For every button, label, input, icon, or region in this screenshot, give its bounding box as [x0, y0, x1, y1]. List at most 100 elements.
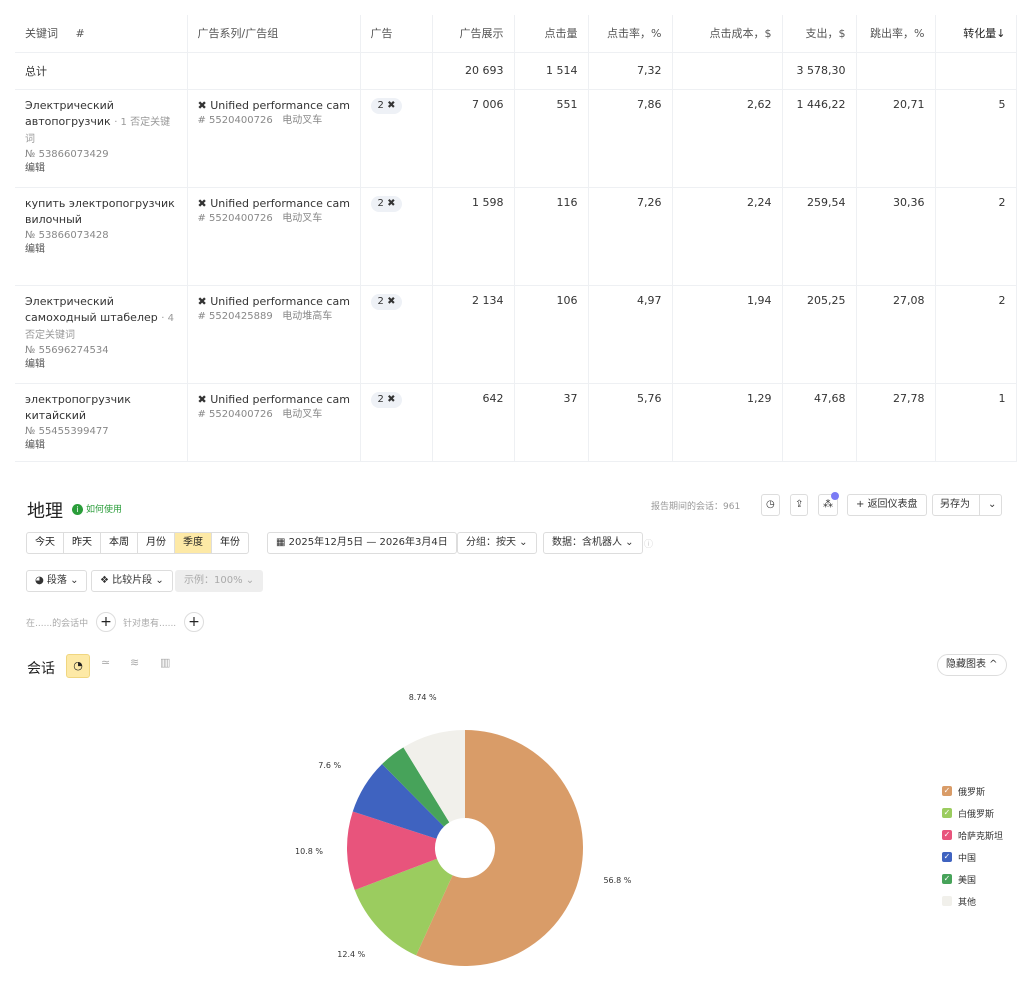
group-select[interactable]: 分组：按天 ⌄ [457, 532, 537, 554]
negative-keywords[interactable]: · 1 否定关键词 [25, 116, 171, 145]
save-as-button[interactable]: 另存为 ⌄ [932, 494, 1002, 516]
compare-segments-select[interactable]: ❖ 比较片段 ⌄ [91, 570, 173, 592]
data-select[interactable]: 数据：含机器人 ⌄ [543, 532, 643, 554]
line-chart-toggle[interactable]: ≃ [101, 656, 111, 669]
legend-item[interactable]: ✓ 哈萨克斯坦 [942, 830, 1004, 842]
group-id: # 5520400726 [197, 212, 273, 224]
legend-item[interactable]: ✓ 俄罗斯 [942, 786, 986, 798]
legend-item[interactable]: ✓ 美国 [942, 874, 977, 886]
slice-label: 12.4 % [337, 949, 366, 959]
group-name[interactable]: 电动叉车 [282, 408, 323, 420]
period-selector: 今天 昨天 本周 月份 季度 年份 [26, 532, 249, 554]
period-month[interactable]: 月份 [138, 533, 175, 553]
pie-slice-0[interactable] [416, 730, 583, 966]
impressions: 7 006 [432, 89, 515, 188]
keyword-text[interactable]: купить электропогрузчик вилочный [25, 196, 175, 226]
keyword-text[interactable]: Электрический автопогрузчик [25, 98, 114, 128]
group-name[interactable]: 电动叉车 [282, 114, 323, 126]
ads-count-badge[interactable]: 2 ✖ [370, 391, 403, 408]
period-today[interactable]: 今天 [27, 533, 64, 553]
campaign-link[interactable]: ✖ Unified performance campa [197, 98, 350, 112]
segments-button[interactable]: ⁂ [818, 492, 839, 516]
info-icon: i [72, 504, 83, 515]
ads-count-badge[interactable]: 2 ✖ [370, 195, 403, 212]
spend: 1 446,22 [782, 89, 857, 188]
keyword-id: № 55696274534 [25, 344, 109, 356]
clock-icon: ◷ [766, 499, 775, 510]
edit-link[interactable]: 编辑 [25, 162, 45, 174]
keyword-id: № 55455399477 [25, 425, 109, 437]
col-clicks[interactable]: 点击量 [514, 15, 589, 53]
table-row: купить электропогрузчик вилочный № 53866… [15, 187, 1017, 286]
conversions: 1 [935, 383, 1017, 462]
cpc: 2,24 [672, 187, 783, 286]
legend-item[interactable]: 其他 [942, 890, 1003, 912]
ad-icon: ✖ [387, 99, 396, 111]
col-cpc[interactable]: 点击成本，$ [672, 15, 783, 53]
legend-item[interactable]: ✓ 白俄罗斯 [942, 808, 995, 820]
col-ads[interactable]: 广告 [360, 15, 433, 53]
period-week[interactable]: 本周 [101, 533, 138, 553]
checkbox-icon[interactable]: ✓ [942, 852, 952, 862]
group-name[interactable]: 电动堆高车 [282, 310, 333, 322]
campaign-link[interactable]: ✖ Unified performance campa [197, 196, 350, 210]
filter-users-label: 针对患有...... [123, 619, 177, 629]
cpc: 2,62 [672, 89, 783, 188]
pie-slice-1[interactable] [354, 858, 453, 956]
pie-slice-2[interactable] [346, 811, 437, 891]
col-bounce[interactable]: 跳出率，% [856, 15, 936, 53]
pie-slice-5[interactable] [403, 730, 465, 823]
campaign-link[interactable]: ✖ Unified performance campa [197, 392, 350, 406]
segment-select[interactable]: ◕ 段落 ⌄ [26, 570, 88, 592]
add-session-filter-button[interactable]: + [96, 612, 116, 632]
checkbox-icon[interactable] [942, 896, 952, 906]
slice-label: 7.6 % [318, 761, 342, 771]
campaign-link[interactable]: ✖ Unified performance campa [197, 294, 350, 308]
area-chart-toggle[interactable]: ≋ [130, 656, 140, 669]
keyword-text[interactable]: электропогрузчик китайский [25, 392, 131, 422]
negative-keywords[interactable]: · 4 否定关键词 [25, 312, 174, 341]
help-icon[interactable]: ⓘ [644, 540, 654, 550]
col-campaign[interactable]: 广告系列/广告组 [187, 15, 361, 53]
pie-slice-4[interactable] [382, 747, 450, 827]
ctr: 7,86 [588, 89, 673, 188]
back-to-dashboard-button[interactable]: + 返回仪表盘 [847, 494, 927, 516]
plus-icon: + [856, 499, 868, 510]
edit-link[interactable]: 编辑 [25, 439, 45, 451]
impressions: 2 134 [432, 285, 515, 384]
checkbox-icon[interactable]: ✓ [942, 786, 952, 796]
ads-count-badge[interactable]: 2 ✖ [370, 97, 403, 114]
checkbox-icon[interactable]: ✓ [942, 830, 952, 840]
period-year[interactable]: 年份 [220, 537, 240, 548]
pie-icon: ◕ [35, 575, 47, 586]
pie-slice-3[interactable] [352, 764, 444, 839]
col-impressions[interactable]: 广告展示 [432, 15, 515, 53]
export-button[interactable]: ⇪ [790, 494, 809, 516]
how-to-link[interactable]: i 如何使用 [72, 502, 122, 515]
edit-link[interactable]: 编辑 [25, 243, 45, 255]
spend: 47,68 [782, 383, 857, 462]
page-title: 地理 [27, 501, 63, 522]
checkbox-icon[interactable]: ✓ [942, 874, 952, 884]
group-name[interactable]: 电动叉车 [282, 212, 323, 224]
pie-chart [346, 730, 583, 966]
hide-chart-button[interactable]: 隐藏图表 ^ [937, 654, 1007, 676]
col-keyword[interactable]: 关键词 # [15, 15, 188, 53]
period-quarter[interactable]: 季度 [175, 533, 212, 553]
col-conversions[interactable]: 转化量↓ [935, 15, 1017, 53]
keyword-text[interactable]: Электрический самоходный штабелер [25, 294, 158, 324]
history-button[interactable]: ◷ [761, 494, 780, 516]
edit-link[interactable]: 编辑 [25, 358, 45, 370]
legend-item[interactable]: ✓ 中国 [942, 852, 977, 864]
checkbox-icon[interactable]: ✓ [942, 808, 952, 818]
bounce-rate: 30,36 [856, 187, 936, 286]
date-range-picker[interactable]: ▦ 2025年12月5日 — 2026年3月4日 [267, 532, 457, 554]
add-user-filter-button[interactable]: + [184, 612, 204, 632]
ad-icon: ✖ [387, 393, 396, 405]
ads-count-badge[interactable]: 2 ✖ [370, 293, 403, 310]
period-yesterday[interactable]: 昨天 [64, 533, 101, 553]
bar-chart-toggle[interactable]: ▥ [160, 656, 171, 669]
pie-chart-toggle[interactable]: ◔ [66, 654, 90, 678]
col-spend[interactable]: 支出，$ [782, 15, 857, 53]
col-ctr[interactable]: 点击率，% [588, 15, 673, 53]
